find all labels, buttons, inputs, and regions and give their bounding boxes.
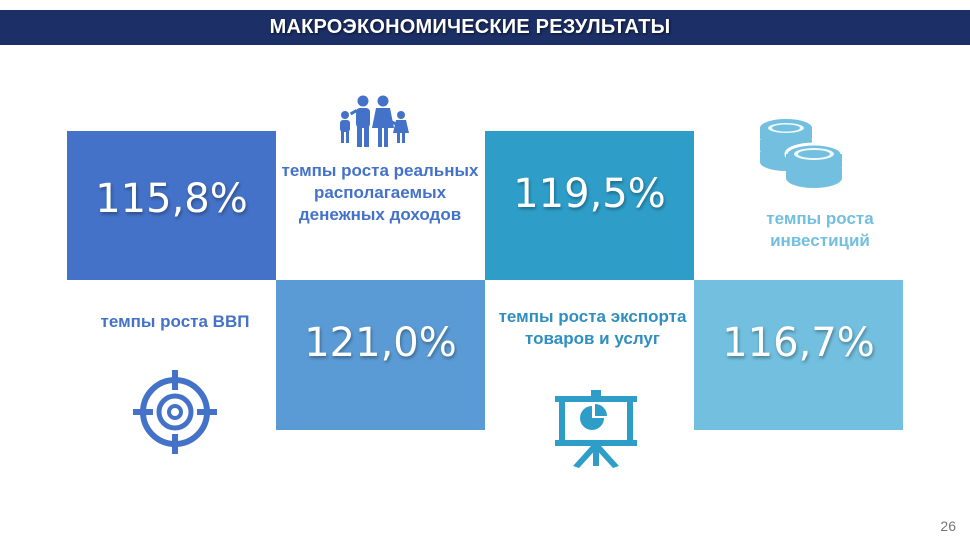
label-export: темпы роста экспорта товаров и услуг xyxy=(498,307,687,348)
page-title: МАКРОЭКОНОМИЧЕСКИЕ РЕЗУЛЬТАТЫ xyxy=(269,16,671,38)
label-invest: темпы роста инвестиций xyxy=(766,209,874,250)
family-icon xyxy=(340,95,409,147)
presentation-chart-icon xyxy=(555,390,637,468)
target-icon xyxy=(133,370,217,454)
tile-invest-value: 116,7% xyxy=(694,280,903,430)
label-income: темпы роста реальных располагаемых денеж… xyxy=(281,161,479,224)
tile-gdp-value: 115,8% xyxy=(67,131,276,280)
tile-export-value: 119,5% xyxy=(485,131,694,280)
page-number: 26 xyxy=(940,518,956,534)
label-gdp: темпы роста ВВП xyxy=(100,312,250,331)
title-bar: МАКРОЭКОНОМИЧЕСКИЕ РЕЗУЛЬТАТЫ xyxy=(0,10,970,45)
tile-income-value: 121,0% xyxy=(276,280,485,430)
coins-icon xyxy=(760,119,844,188)
